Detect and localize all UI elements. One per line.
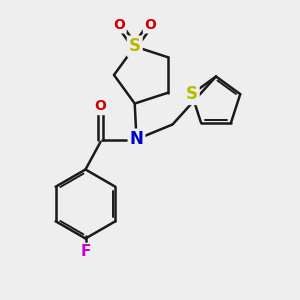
Text: O: O: [113, 18, 125, 32]
Text: F: F: [80, 244, 91, 260]
Text: S: S: [186, 85, 198, 103]
Text: O: O: [144, 18, 156, 32]
Text: O: O: [94, 100, 106, 113]
Text: N: N: [130, 130, 143, 148]
Text: S: S: [129, 38, 141, 56]
